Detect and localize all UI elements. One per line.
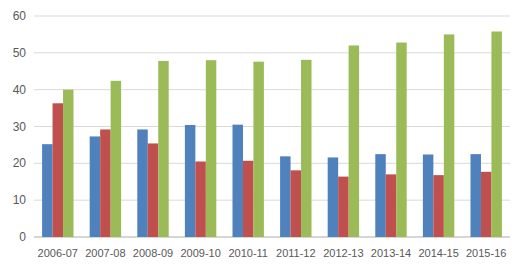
bar: [433, 175, 443, 237]
x-tick-label: 2009-10: [180, 247, 220, 259]
x-tick-label: 2011-12: [276, 247, 316, 259]
bars: [42, 31, 502, 237]
chart: 0 10 20 30 40 50 60 2006-07 2007-08 2008-09 2009-1…: [0, 0, 515, 272]
bar: [375, 154, 385, 237]
bar: [53, 103, 63, 237]
y-tick-label: 60: [13, 9, 27, 23]
bar: [280, 156, 290, 237]
x-tick-label: 2010-11: [228, 247, 268, 259]
bar: [148, 143, 158, 237]
bar: [185, 125, 195, 237]
bar: [195, 161, 205, 237]
y-tick-label: 30: [13, 120, 27, 134]
chart-container: 0 10 20 30 40 50 60 2006-07 2007-08 2008-09 2009-1…: [0, 0, 515, 272]
grid-line: [34, 16, 510, 17]
y-tick-label: 0: [19, 230, 26, 244]
x-tick-label: 2012-13: [323, 247, 363, 259]
grid-line: [34, 52, 510, 53]
bar: [349, 45, 359, 237]
bar: [158, 61, 168, 237]
grid-line: [34, 89, 510, 90]
x-tick-label: 2007-08: [85, 247, 125, 259]
bar: [243, 161, 253, 237]
bar: [232, 125, 242, 237]
bar: [301, 60, 311, 237]
x-tick-label: 2013-14: [371, 247, 411, 259]
bar: [90, 136, 100, 237]
bar: [291, 170, 301, 237]
bar: [328, 157, 338, 237]
y-tick-label: 10: [13, 193, 27, 207]
grid-line: [34, 126, 510, 127]
bar: [42, 144, 52, 237]
y-tick-label: 50: [13, 46, 27, 60]
bar: [137, 129, 147, 237]
bar: [253, 62, 263, 237]
bar: [491, 31, 501, 237]
bar: [444, 34, 454, 237]
bar: [386, 174, 396, 237]
bar: [100, 129, 110, 237]
bar: [470, 154, 480, 237]
bar: [63, 90, 73, 237]
x-tick-label: 2008-09: [133, 247, 173, 259]
bar: [481, 172, 491, 237]
y-tick-label: 40: [13, 83, 27, 97]
bar: [206, 60, 216, 237]
y-tick-label: 20: [13, 156, 27, 170]
x-tick-label: 2014-15: [418, 247, 458, 259]
x-tick-label: 2006-07: [38, 247, 78, 259]
bar: [423, 154, 433, 237]
bar: [396, 43, 406, 237]
bar: [338, 177, 348, 237]
bar: [111, 81, 121, 237]
x-tick-label: 2015-16: [466, 247, 506, 259]
